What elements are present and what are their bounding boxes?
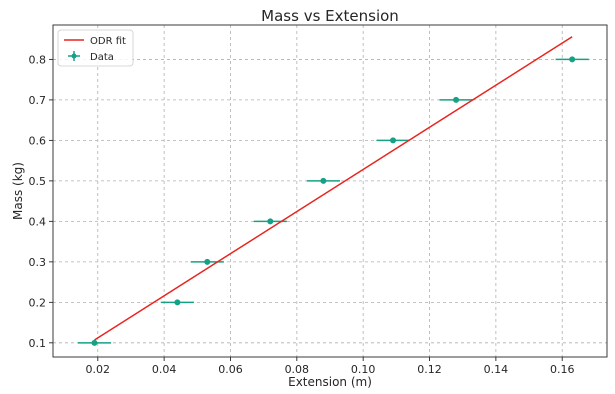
data-point bbox=[174, 299, 181, 306]
y-tick-label: 0.2 bbox=[29, 296, 47, 309]
odr-fit-line bbox=[94, 36, 573, 341]
y-tick-label: 0.1 bbox=[29, 337, 47, 350]
y-tick-label: 0.8 bbox=[29, 53, 47, 66]
data-point bbox=[267, 218, 274, 225]
legend-data-marker bbox=[71, 53, 77, 59]
x-tick-label: 0.10 bbox=[351, 363, 376, 376]
y-tick-label: 0.5 bbox=[29, 175, 47, 188]
x-axis-label: Extension (m) bbox=[288, 375, 372, 389]
y-tick-label: 0.3 bbox=[29, 256, 47, 269]
data-point bbox=[204, 258, 211, 265]
grid bbox=[53, 25, 607, 357]
x-tick-label: 0.12 bbox=[417, 363, 442, 376]
y-tick-label: 0.4 bbox=[29, 215, 47, 228]
data-point bbox=[453, 96, 460, 103]
y-axis-label: Mass (kg) bbox=[11, 162, 25, 220]
legend-data-label: Data bbox=[90, 52, 114, 63]
plot-frame bbox=[52, 24, 608, 358]
ticks: 0.02 0.04 0.06 0.08 0.10 0.12 0.14 0.16 0.1 0.2 0.… bbox=[29, 53, 575, 376]
legend: ODR fit Data bbox=[57, 29, 134, 67]
y-tick-label: 0.6 bbox=[29, 134, 47, 147]
x-tick-label: 0.04 bbox=[152, 363, 177, 376]
data-point bbox=[390, 137, 397, 144]
plot-series bbox=[77, 36, 589, 346]
data-point bbox=[320, 177, 327, 184]
x-tick-label: 0.16 bbox=[550, 363, 575, 376]
data-point bbox=[569, 56, 576, 63]
x-tick-label: 0.08 bbox=[285, 363, 310, 376]
x-tick-label: 0.02 bbox=[86, 363, 111, 376]
legend-fit-label: ODR fit bbox=[90, 36, 126, 47]
x-tick-label: 0.14 bbox=[484, 363, 509, 376]
legend-box bbox=[57, 29, 134, 67]
data-point bbox=[91, 339, 98, 346]
chart-title: Mass vs Extension bbox=[261, 7, 399, 25]
x-tick-label: 0.06 bbox=[218, 363, 243, 376]
y-tick-label: 0.7 bbox=[29, 94, 47, 107]
